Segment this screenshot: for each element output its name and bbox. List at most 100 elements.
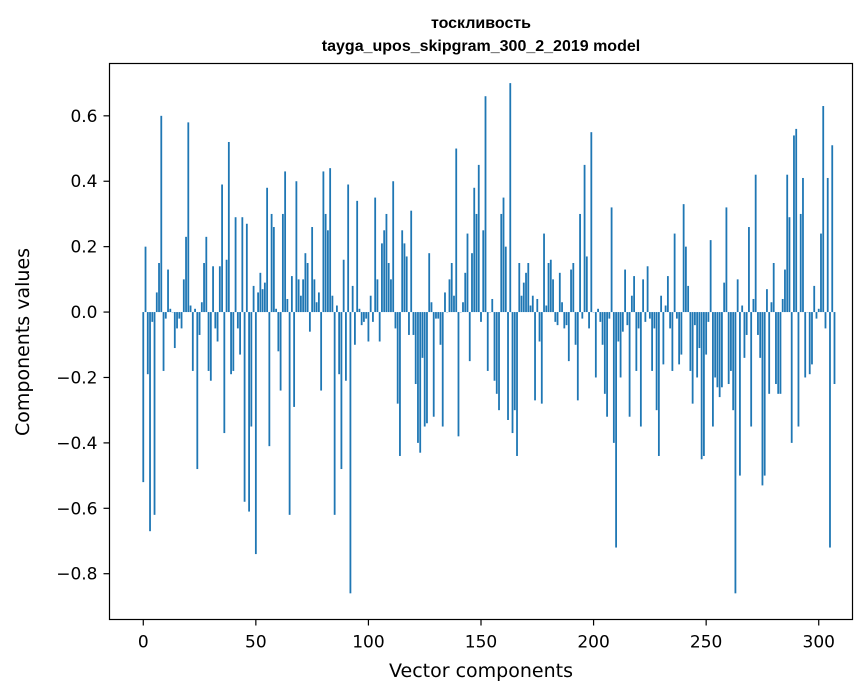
- bar: [311, 227, 314, 313]
- bar: [543, 233, 545, 313]
- bar: [466, 233, 469, 313]
- bar: [477, 164, 480, 313]
- bar: [630, 295, 633, 313]
- bar: [205, 236, 208, 313]
- bar: [696, 312, 699, 378]
- bar: [498, 312, 500, 411]
- bar: [687, 285, 690, 313]
- bar: [241, 217, 244, 313]
- bar: [417, 312, 419, 443]
- bar: [608, 312, 611, 319]
- bar: [194, 308, 196, 313]
- bar: [212, 266, 214, 313]
- bar: [597, 308, 599, 313]
- bar: [619, 312, 622, 378]
- x-tick-label: 100: [352, 633, 384, 653]
- bar: [606, 312, 608, 417]
- bar: [207, 312, 210, 371]
- bar: [295, 181, 298, 313]
- bar: [317, 292, 320, 313]
- bar: [243, 312, 246, 502]
- bar: [196, 312, 199, 470]
- bar: [390, 279, 392, 313]
- bar: [329, 168, 332, 313]
- bar: [306, 263, 309, 313]
- bar: [495, 312, 498, 394]
- bar: [675, 312, 678, 319]
- y-tick-label: −0.4: [56, 434, 97, 454]
- bar: [394, 312, 397, 329]
- bars-group: [142, 83, 836, 594]
- bar: [558, 272, 561, 313]
- bar: [703, 312, 705, 456]
- bar: [601, 312, 604, 345]
- bar: [234, 217, 237, 313]
- bar: [714, 312, 717, 378]
- bar: [297, 279, 300, 313]
- bar: [176, 312, 178, 329]
- bar: [358, 308, 361, 313]
- bar: [182, 279, 185, 313]
- bar: [313, 279, 316, 313]
- bar: [448, 279, 451, 313]
- bar: [396, 312, 399, 404]
- bar: [455, 148, 458, 313]
- bar: [369, 295, 372, 313]
- bar: [815, 312, 818, 319]
- y-tick-label: 0.4: [70, 172, 97, 192]
- bar: [833, 312, 836, 385]
- bar: [327, 230, 329, 313]
- bar: [414, 312, 417, 385]
- bar: [432, 312, 435, 417]
- chart-subtitle: tayga_upos_skipgram_300_2_2019 model: [322, 38, 640, 55]
- bar: [347, 184, 350, 313]
- bar: [284, 171, 287, 313]
- x-axis-label: Vector components: [389, 660, 573, 682]
- bar: [626, 312, 629, 326]
- bar: [736, 279, 739, 313]
- bar: [565, 312, 568, 326]
- bar: [671, 312, 674, 371]
- bar: [502, 197, 505, 313]
- bar: [563, 312, 566, 329]
- bar: [741, 305, 744, 313]
- bar: [628, 312, 631, 417]
- bar: [790, 312, 793, 443]
- bar: [290, 276, 293, 313]
- bar: [372, 312, 374, 322]
- bar: [268, 312, 271, 447]
- bar: [356, 200, 359, 313]
- y-axis-ticks: −0.8 −0.6 −0.4 −0.2 0.0 0.2 0.4 0.6: [56, 107, 110, 585]
- bar: [146, 312, 149, 375]
- bar: [385, 213, 388, 313]
- bar: [266, 187, 269, 313]
- bar: [561, 302, 563, 313]
- bar: [556, 312, 559, 326]
- bar: [585, 256, 588, 313]
- bar: [822, 106, 825, 313]
- bar: [615, 312, 617, 548]
- bar: [365, 312, 368, 319]
- bar: [540, 312, 543, 404]
- bar: [180, 312, 183, 329]
- bar: [522, 282, 525, 313]
- bar: [263, 282, 266, 313]
- bar: [804, 312, 807, 378]
- bar: [351, 285, 354, 313]
- bar: [734, 312, 737, 594]
- bar: [739, 312, 741, 476]
- bar: [594, 312, 597, 378]
- bar: [707, 312, 710, 322]
- y-axis-label: Components values: [12, 248, 34, 436]
- bar: [507, 312, 509, 420]
- bar: [401, 230, 404, 313]
- bar: [428, 253, 431, 313]
- bar: [657, 312, 660, 456]
- bar: [811, 312, 813, 365]
- bar: [784, 269, 786, 313]
- bar: [504, 246, 507, 313]
- bar: [336, 305, 338, 313]
- bar: [225, 259, 228, 313]
- chart-title: тоскливость: [431, 15, 531, 32]
